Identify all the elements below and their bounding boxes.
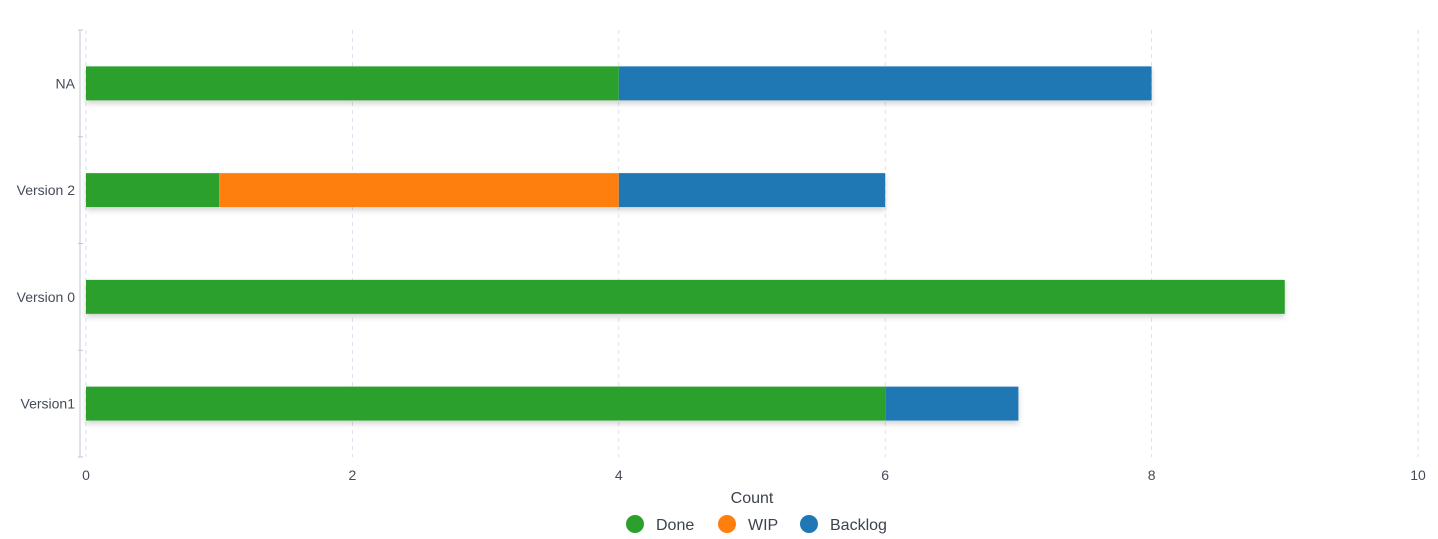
x-axis-ticks: 0 2 4 6 8 10 [82, 467, 1426, 483]
legend-label: Backlog [830, 517, 887, 534]
bar-wip-1[interactable] [219, 173, 619, 208]
axes [78, 29, 83, 458]
y-tick-label: Version 2 [17, 182, 76, 198]
x-tick-label: 2 [349, 467, 357, 483]
y-tick-label: Version1 [21, 396, 76, 412]
x-tick-label: 0 [82, 467, 90, 483]
legend-label: WIP [748, 517, 778, 534]
legend-item-wip[interactable]: WIP [718, 515, 778, 534]
grid-lines [85, 30, 1419, 457]
legend-item-done[interactable]: Done [626, 515, 694, 534]
legend-marker [626, 515, 644, 533]
legend-marker [800, 515, 818, 533]
bar-done-2[interactable] [86, 279, 1285, 314]
y-axis-ticks: NA Version 2 Version 0 Version1 [17, 75, 76, 411]
legend: Done WIP Backlog [626, 515, 887, 534]
bar-done-0[interactable] [86, 66, 619, 101]
y-tick-label: Version 0 [17, 289, 76, 305]
bar-done-3[interactable] [86, 386, 886, 421]
bar-done-1[interactable] [86, 173, 220, 208]
x-tick-label: 4 [615, 467, 623, 483]
legend-marker [718, 515, 736, 533]
bars [86, 66, 1285, 421]
bar-backlog-3[interactable] [885, 386, 1019, 421]
bar-backlog-1[interactable] [618, 173, 886, 208]
y-tick-label: NA [56, 75, 76, 91]
x-tick-label: 10 [1410, 467, 1426, 483]
x-tick-label: 8 [1148, 467, 1156, 483]
bar-backlog-0[interactable] [618, 66, 1152, 101]
legend-label: Done [656, 517, 694, 534]
legend-item-backlog[interactable]: Backlog [800, 515, 887, 534]
x-axis-title: Count [731, 490, 774, 507]
x-tick-label: 6 [881, 467, 889, 483]
